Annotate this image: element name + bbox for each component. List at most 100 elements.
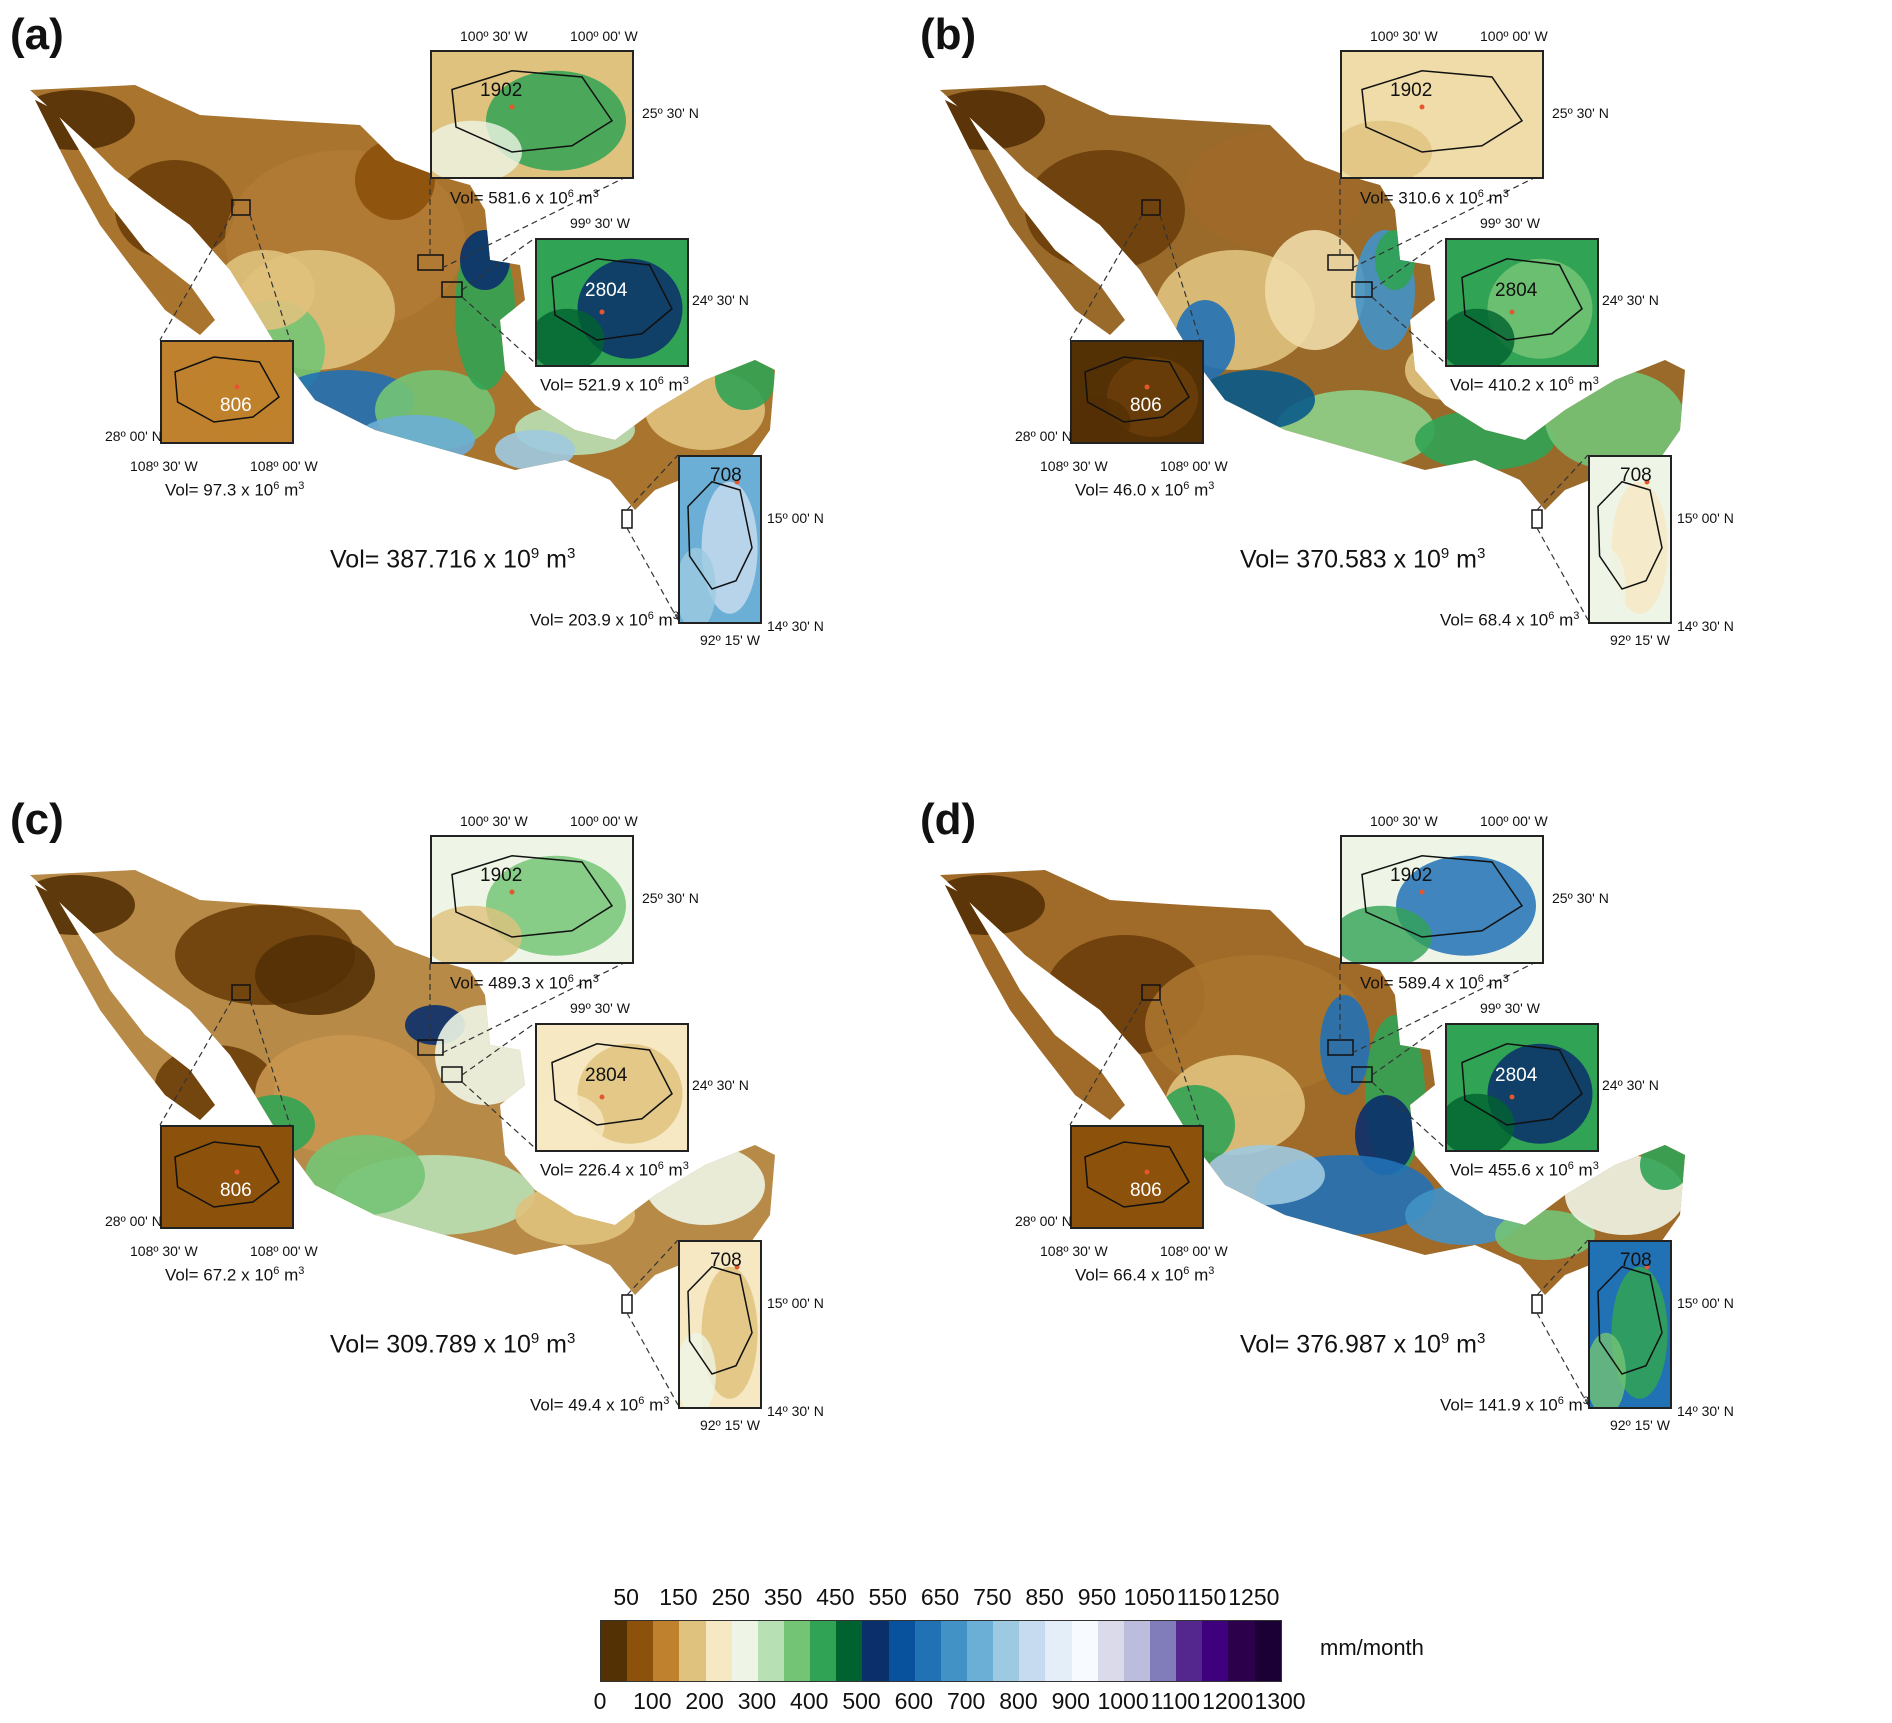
gauge-marker	[599, 1094, 605, 1100]
leader-line	[1536, 1312, 1589, 1406]
colorbar-segment	[679, 1621, 706, 1681]
colorbar-tick-bottom: 200	[685, 1688, 724, 1714]
inset-volume: Vol= 97.3 x 106 m3	[165, 480, 305, 500]
panel-c: (c) 1902 Vol= 489.3 x 106 m3 100º 30' W 100º…	[10, 795, 950, 1575]
coordinate-label: 15º 00' N	[767, 510, 824, 526]
leader-line	[441, 959, 631, 1054]
basin-id: 2804	[1495, 1065, 1538, 1086]
coordinate-label: 92º 15' W	[1610, 632, 1670, 648]
coordinate-label: 99º 30' W	[1480, 1000, 1540, 1016]
colorbar-segment	[914, 1621, 941, 1681]
coordinate-label: 92º 15' W	[700, 1417, 760, 1433]
leader-line	[159, 214, 233, 341]
inset-1902	[1340, 835, 1544, 964]
colorbar-segment	[1123, 1621, 1150, 1681]
inset-1902	[430, 835, 634, 964]
colorbar-tick-top: 550	[868, 1584, 907, 1610]
coordinate-label: 108º 30' W	[1040, 458, 1108, 474]
gauge-marker	[1509, 1094, 1515, 1100]
total-volume: Vol= 376.987 x 109 m3	[1240, 1330, 1486, 1359]
inset-volume: Vol= 49.4 x 106 m3	[530, 1395, 670, 1415]
coordinate-label: 108º 00' W	[1160, 1243, 1228, 1259]
colorbar-tick-top: 50	[613, 1584, 639, 1610]
colorbar	[600, 1620, 1282, 1682]
inset-708	[678, 1240, 762, 1409]
basin-id: 1902	[480, 80, 523, 101]
inset-708	[1588, 455, 1672, 624]
leader-line	[249, 999, 291, 1126]
colorbar-tick-bottom: 0	[593, 1688, 607, 1714]
leader-line	[626, 527, 679, 621]
leader-line	[1371, 296, 1446, 364]
inset-volume: Vol= 66.4 x 106 m3	[1075, 1265, 1215, 1285]
panel-label: (a)	[10, 10, 64, 59]
basin-id: 708	[710, 465, 742, 486]
leader-line	[1159, 999, 1201, 1126]
leader-line	[1069, 214, 1143, 341]
leader-line	[1536, 527, 1589, 621]
coordinate-label: 14º 30' N	[1677, 618, 1734, 634]
gauge-marker	[1509, 309, 1515, 315]
locator-box	[1141, 984, 1161, 1001]
basin-id: 806	[220, 1180, 252, 1201]
coordinate-label: 92º 15' W	[700, 632, 760, 648]
colorbar-segment	[1176, 1621, 1203, 1681]
leader-line	[626, 454, 679, 511]
gauge-marker	[234, 1169, 240, 1175]
coordinate-label: 108º 30' W	[130, 458, 198, 474]
coordinate-label: 25º 30' N	[1552, 890, 1609, 906]
colorbar-tick-bottom: 500	[842, 1688, 881, 1714]
colorbar-segment	[1071, 1621, 1098, 1681]
inset-volume: Vol= 141.9 x 106 m3	[1440, 1395, 1589, 1415]
colorbar-tick-top: 1150	[1176, 1584, 1227, 1610]
gauge-marker	[1144, 384, 1150, 390]
inset-volume: Vol= 410.2 x 106 m3	[1450, 375, 1599, 395]
inset-1902	[1340, 50, 1544, 179]
inset-806	[1070, 1125, 1204, 1229]
gauge-marker	[1419, 104, 1425, 110]
leader-line	[1536, 1239, 1589, 1296]
colorbar-segment	[1019, 1621, 1046, 1681]
basin-boundary	[174, 356, 280, 423]
leader-line	[626, 1312, 679, 1406]
colorbar-segment	[705, 1621, 732, 1681]
leader-line	[1536, 454, 1589, 511]
coordinate-label: 108º 30' W	[130, 1243, 198, 1259]
coordinate-label: 14º 30' N	[1677, 1403, 1734, 1419]
colorbar-tick-bottom: 900	[1051, 1688, 1090, 1714]
leader-line	[1371, 1081, 1446, 1149]
colorbar-tick-top: 850	[1025, 1584, 1064, 1610]
basin-boundary	[1597, 1265, 1663, 1375]
colorbar-segment	[1097, 1621, 1124, 1681]
coordinate-label: 15º 00' N	[1677, 510, 1734, 526]
basin-id: 806	[1130, 1180, 1162, 1201]
coordinate-label: 100º 30' W	[1370, 813, 1438, 829]
basin-boundary	[1597, 480, 1663, 590]
basin-boundary	[551, 1042, 673, 1126]
basin-boundary	[1361, 69, 1524, 153]
basin-boundary	[174, 1141, 280, 1208]
gauge-marker	[734, 479, 740, 485]
coordinate-label: 14º 30' N	[767, 618, 824, 634]
colorbar-segment	[757, 1621, 784, 1681]
inset-volume: Vol= 521.9 x 106 m3	[540, 375, 689, 395]
colorbar-tick-bottom: 1100	[1150, 1688, 1201, 1714]
coordinate-label: 25º 30' N	[642, 890, 699, 906]
basin-id: 708	[1620, 465, 1652, 486]
locator-box	[621, 509, 633, 529]
basin-boundary	[1461, 1042, 1583, 1126]
inset-volume: Vol= 310.6 x 106 m3	[1360, 188, 1509, 208]
basin-boundary	[1084, 356, 1190, 423]
leader-line	[461, 296, 536, 364]
coordinate-label: 108º 00' W	[250, 1243, 318, 1259]
colorbar-segment	[1254, 1621, 1281, 1681]
gauge-marker	[1644, 1264, 1650, 1270]
basin-id: 708	[710, 1250, 742, 1271]
inset-volume: Vol= 226.4 x 106 m3	[540, 1160, 689, 1180]
leader-line	[159, 999, 233, 1126]
colorbar-tick-bottom: 600	[894, 1688, 934, 1714]
basin-boundary	[1461, 257, 1583, 341]
total-volume: Vol= 309.789 x 109 m3	[330, 1330, 576, 1359]
locator-box	[1531, 509, 1543, 529]
coordinate-label: 100º 00' W	[1480, 813, 1548, 829]
